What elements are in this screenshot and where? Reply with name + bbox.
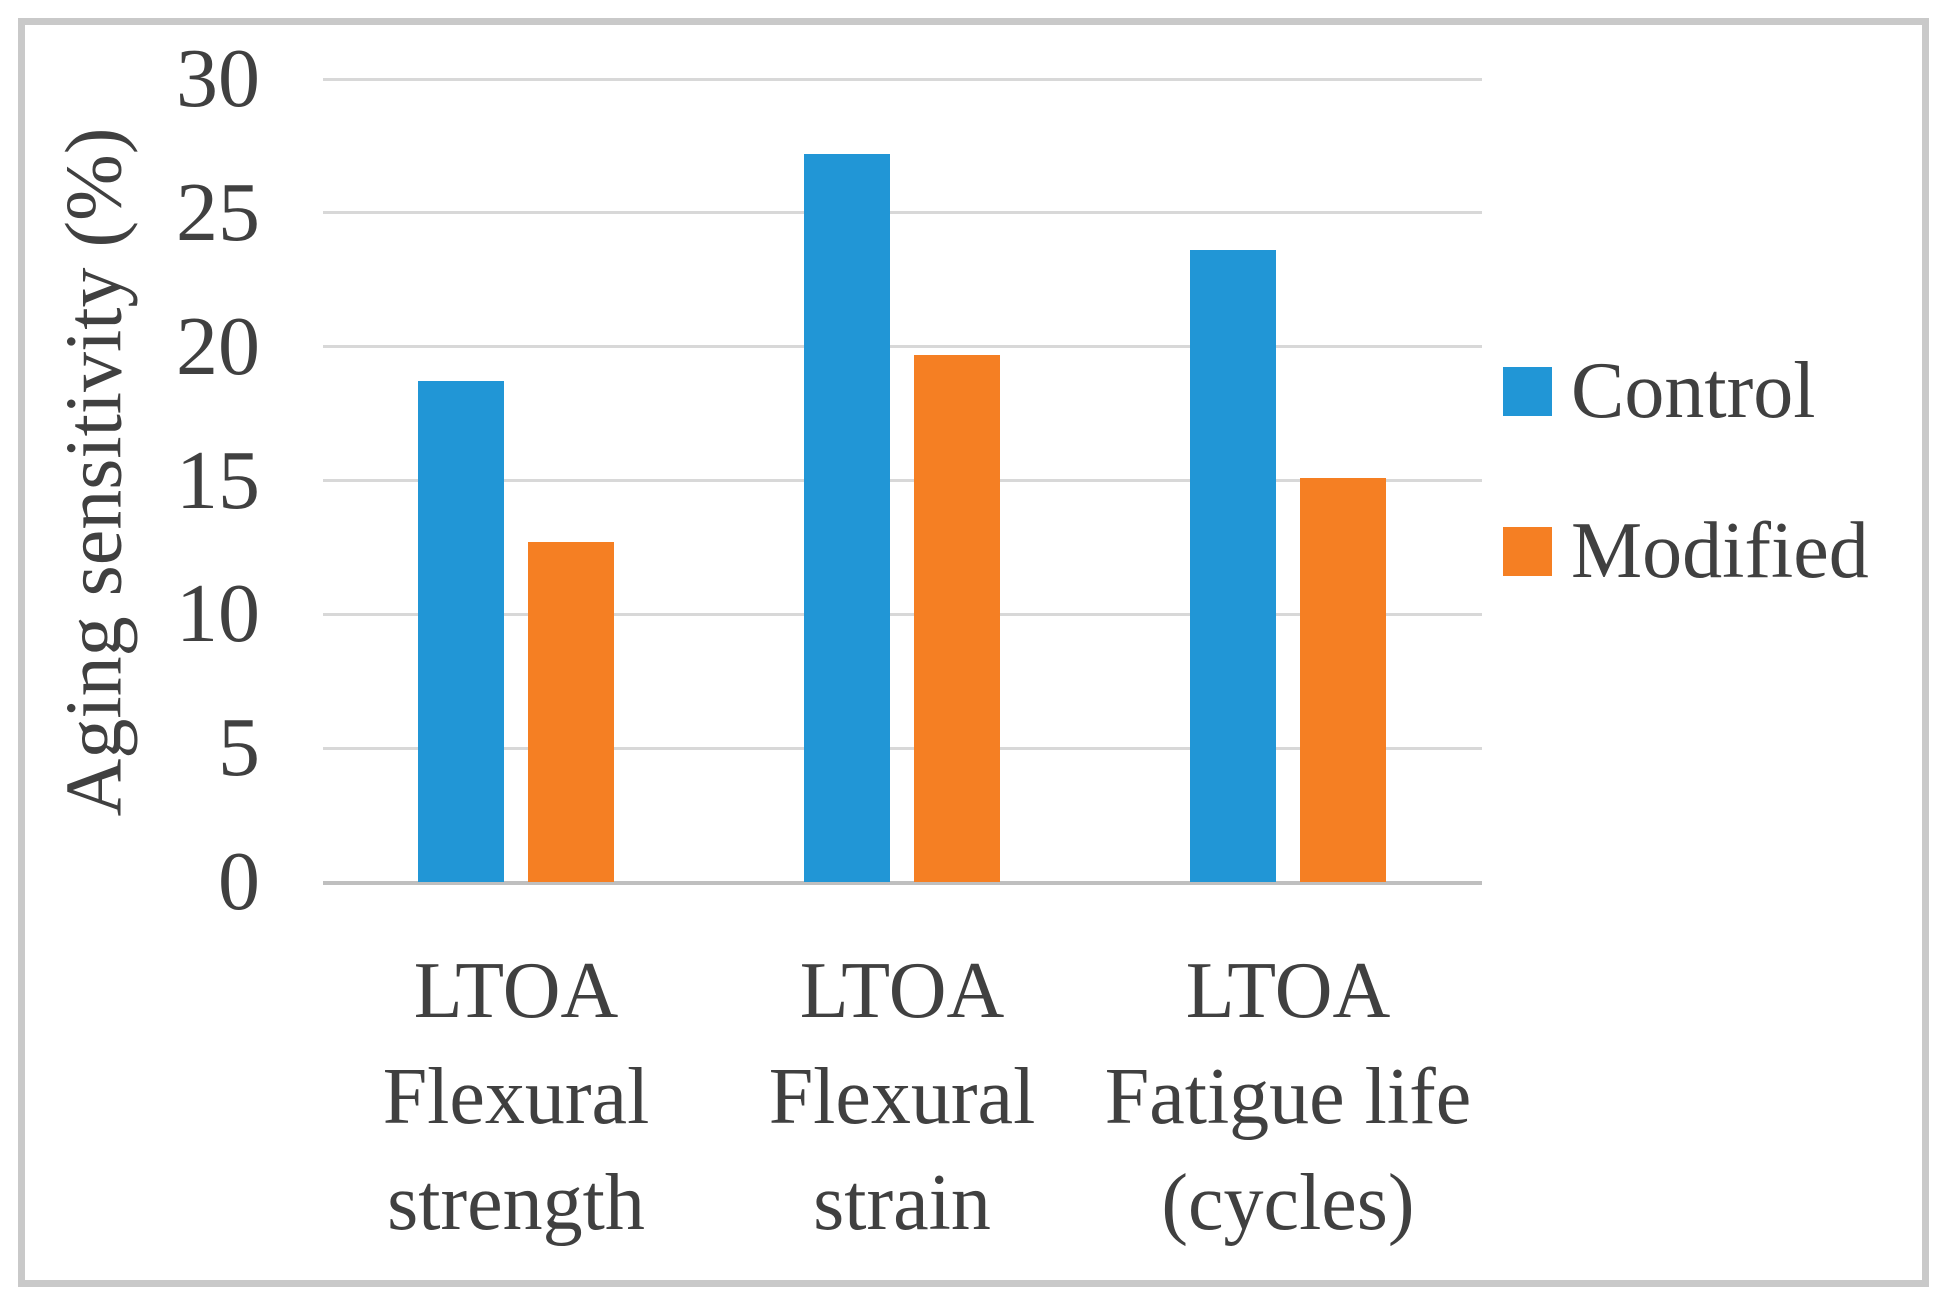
bar-modified-group1 <box>528 542 614 882</box>
x-category-label-1: LTOA Flexural strength <box>276 938 756 1256</box>
bar-control-group1 <box>418 381 504 882</box>
legend-label-control: Control <box>1571 346 1816 435</box>
x-category-label-line: strain <box>813 1159 991 1247</box>
bar-modified-group3 <box>1300 477 1386 882</box>
x-category-label-line: LTOA <box>413 947 619 1035</box>
legend-entry-modified: Modified <box>1503 501 1869 601</box>
gridline-y25 <box>323 211 1482 215</box>
bar-control-group2 <box>804 153 890 882</box>
gridline-y5 <box>323 746 1482 750</box>
legend-swatch-modified <box>1503 526 1552 576</box>
gridline-y20 <box>323 345 1482 349</box>
legend-entry-control: Control <box>1503 341 1815 441</box>
x-category-label-3: LTOA Fatigue life (cycles) <box>1048 938 1528 1256</box>
x-category-label-line: LTOA <box>799 947 1005 1035</box>
legend-label-modified: Modified <box>1571 506 1869 595</box>
legend-swatch-control <box>1503 366 1552 416</box>
x-category-label-line: Fatigue life <box>1104 1053 1472 1141</box>
x-category-label-line: Flexural <box>382 1053 650 1141</box>
y-tick-label-15: 15 <box>176 433 260 527</box>
bar-modified-group2 <box>914 354 1000 882</box>
y-tick-label-25: 25 <box>176 165 260 259</box>
x-axis-line <box>323 881 1482 885</box>
bar-control-group3 <box>1190 250 1276 882</box>
x-category-label-line: LTOA <box>1185 947 1391 1035</box>
gridline-y15 <box>323 479 1482 482</box>
x-category-label-line: Flexural <box>768 1053 1036 1141</box>
gridline-y10 <box>323 612 1482 616</box>
plot-area <box>323 77 1482 885</box>
y-tick-label-30: 30 <box>176 32 260 125</box>
y-tick-label-5: 5 <box>218 701 260 795</box>
y-tick-label-20: 20 <box>176 299 260 393</box>
x-category-label-line: strength <box>387 1159 645 1247</box>
y-tick-label-10: 10 <box>176 567 260 661</box>
gridline-y30 <box>323 77 1482 81</box>
x-category-label-2: LTOA Flexural strain <box>662 938 1142 1256</box>
x-category-label-line: (cycles) <box>1161 1159 1415 1247</box>
y-tick-label-0: 0 <box>218 835 260 928</box>
